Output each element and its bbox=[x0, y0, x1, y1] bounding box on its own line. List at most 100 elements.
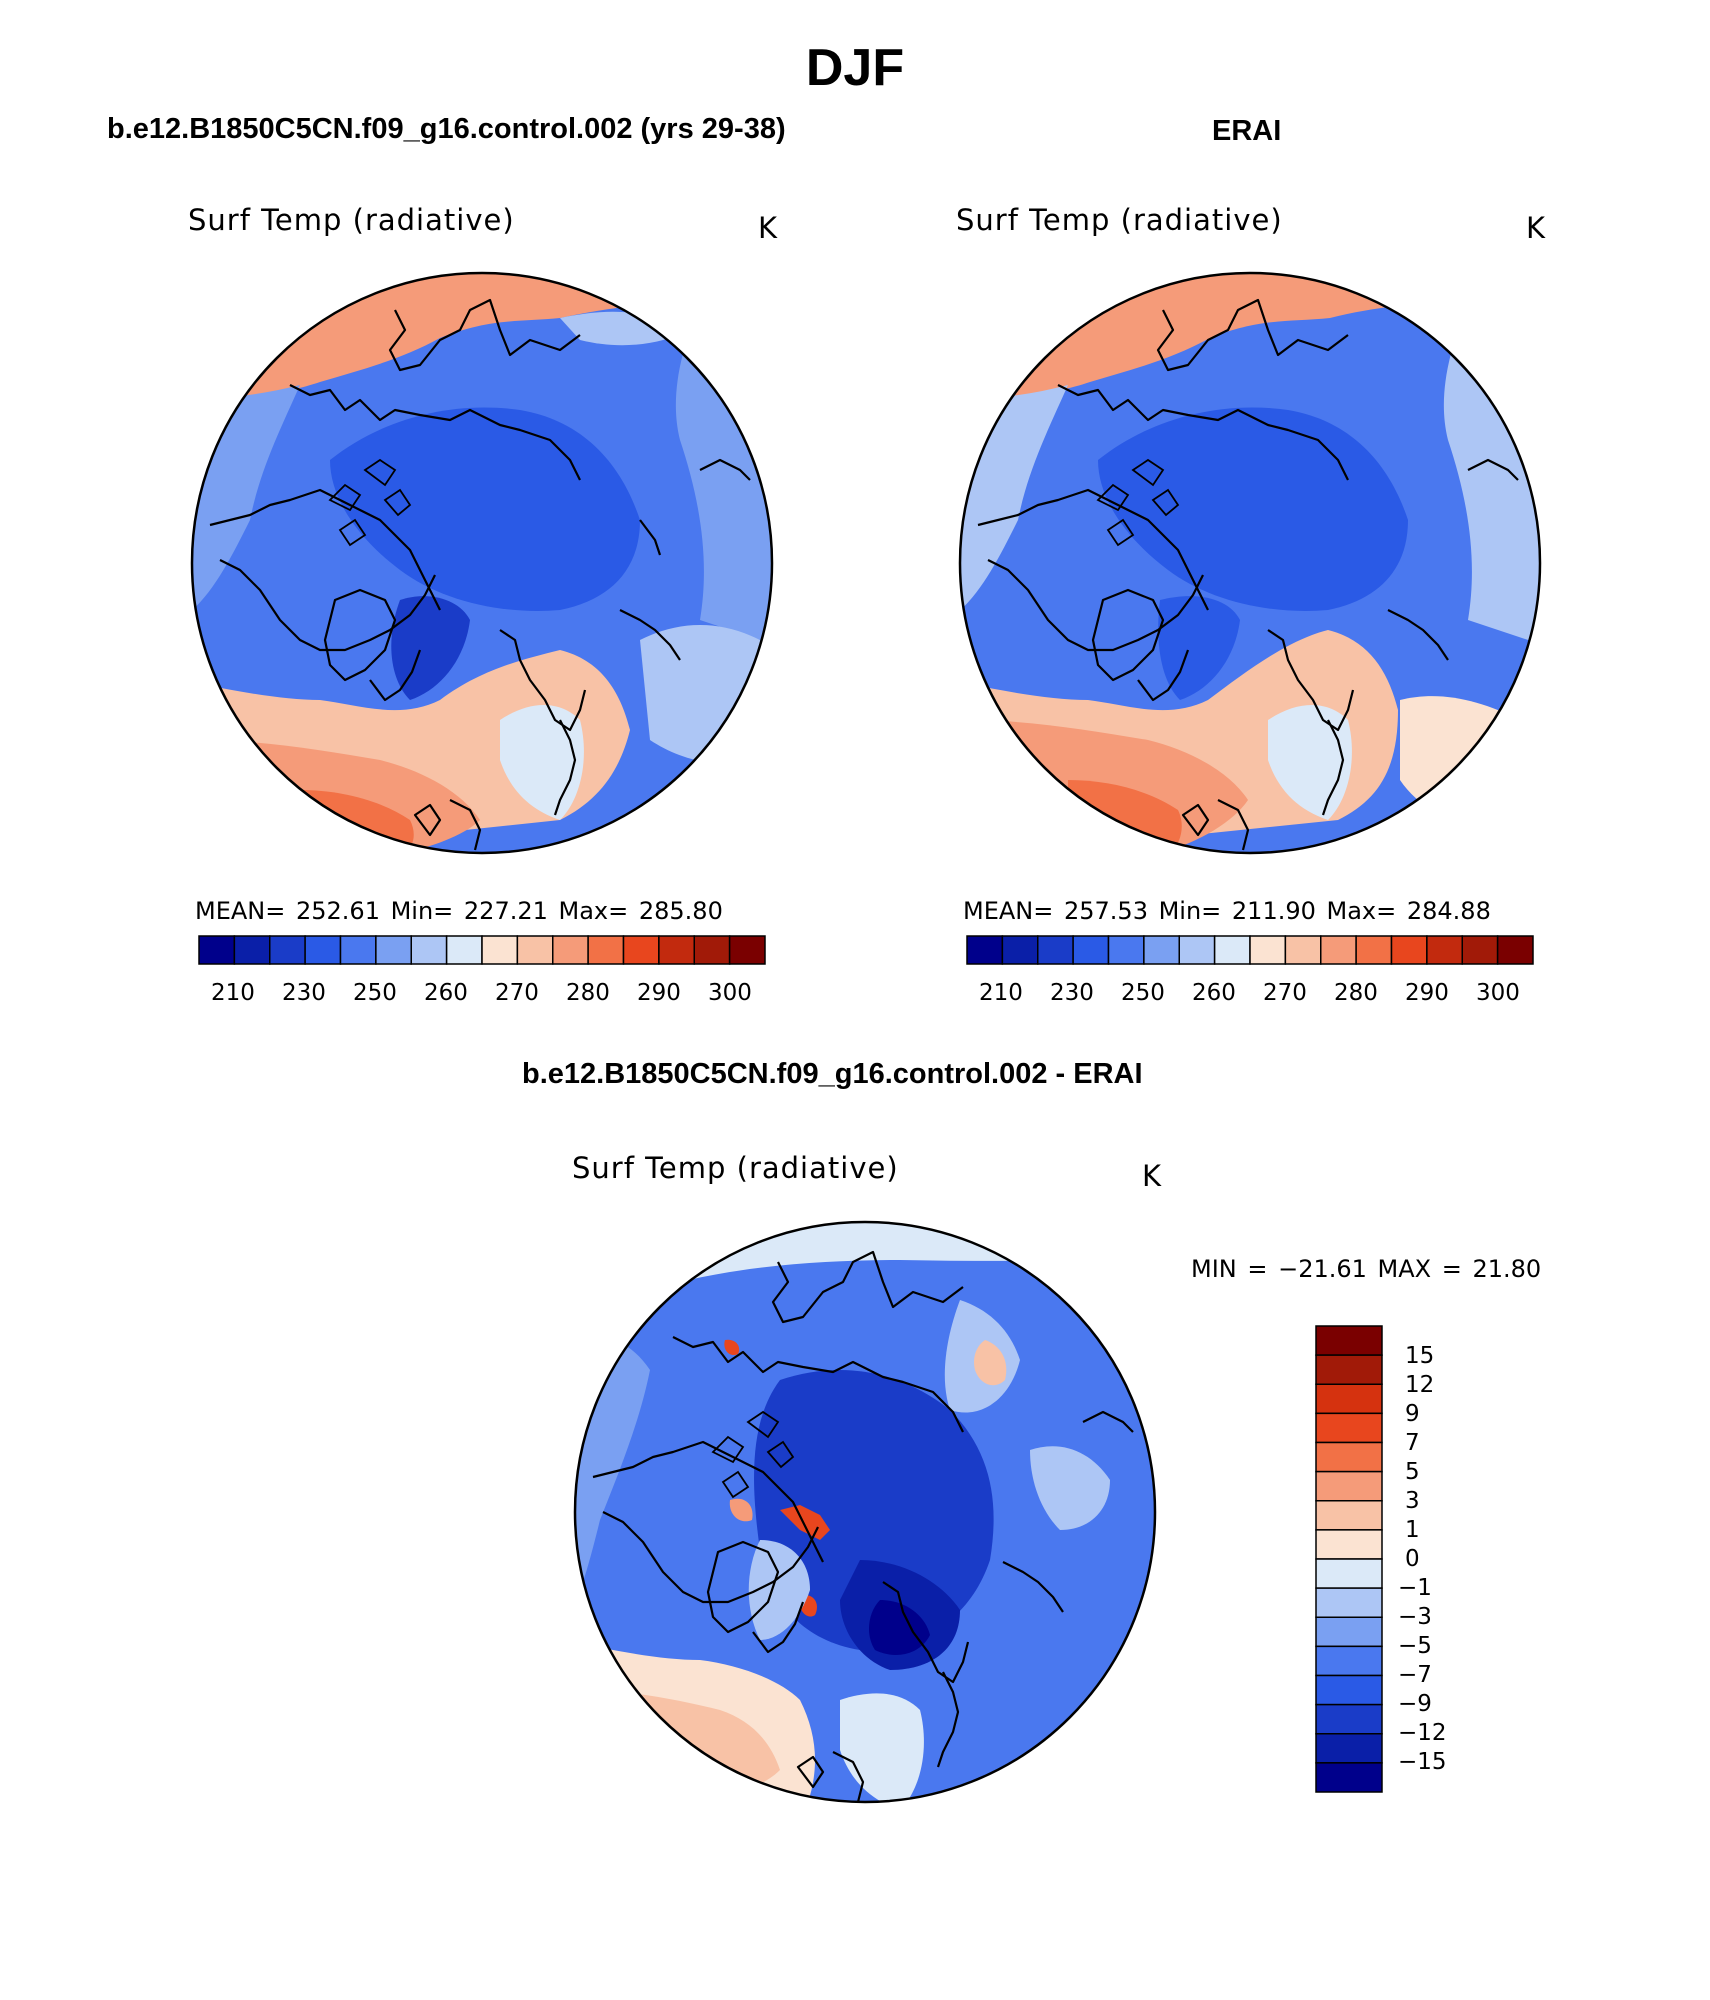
map-field-cold-central bbox=[1098, 407, 1408, 611]
panel2-units-label: K bbox=[1526, 211, 1546, 245]
panel3-colorbar-tick-label: 12 bbox=[1405, 1372, 1435, 1398]
panel1-colorbar-tick-label: 270 bbox=[495, 980, 539, 1006]
map-field-scandinavia-cool bbox=[1268, 705, 1352, 820]
colorbar-swatch bbox=[1284, 935, 1322, 965]
colorbar-swatch bbox=[1315, 1703, 1383, 1735]
colorbar-swatch bbox=[410, 935, 448, 965]
panel1-colorbar bbox=[198, 935, 766, 965]
figure-title: DJF bbox=[805, 39, 905, 97]
panel3-colorbar-tick-label: −7 bbox=[1398, 1662, 1432, 1688]
colorbar-swatch bbox=[693, 935, 731, 965]
colorbar-swatch bbox=[1315, 1616, 1383, 1648]
panel1-map bbox=[192, 273, 772, 853]
colorbar-swatch bbox=[1315, 1354, 1383, 1385]
map-field-cold-central bbox=[754, 1370, 994, 1650]
panel2-colorbar-tick-label: 230 bbox=[1050, 980, 1094, 1006]
panel2-colorbar-tick-label: 210 bbox=[979, 980, 1023, 1006]
colorbar-swatch bbox=[304, 935, 342, 965]
panel1-colorbar-tick-label: 300 bbox=[708, 980, 752, 1006]
panel3-colorbar bbox=[1315, 1325, 1383, 1793]
panel3-title: b.e12.B1850C5CN.f09_g16.control.002 - ER… bbox=[522, 1058, 1143, 1090]
colorbar-swatch bbox=[1213, 935, 1251, 965]
colorbar-swatch bbox=[375, 935, 412, 965]
panel2-colorbar-tick-label: 290 bbox=[1405, 980, 1449, 1006]
colorbar-swatch bbox=[728, 935, 766, 965]
colorbar-swatch bbox=[1461, 935, 1499, 965]
panel1-colorbar-tick-label: 250 bbox=[353, 980, 397, 1006]
panel2-colorbar-tick-label: 260 bbox=[1192, 980, 1236, 1006]
colorbar-swatch bbox=[1315, 1529, 1383, 1560]
map-field-arctic-islands bbox=[1096, 458, 1180, 547]
colorbar-swatch bbox=[1315, 1674, 1383, 1706]
colorbar-swatch bbox=[1315, 1383, 1383, 1415]
panel3-variable-label: Surf Temp (radiative) bbox=[572, 1151, 899, 1185]
colorbar-swatch bbox=[1426, 935, 1463, 965]
colorbar-swatch bbox=[1315, 1558, 1383, 1589]
colorbar-swatch bbox=[587, 935, 625, 965]
map-field-arctic-islands bbox=[328, 458, 412, 547]
panel3-map-border bbox=[573, 1220, 1157, 1804]
panel1-colorbar-tick-label: 290 bbox=[637, 980, 681, 1006]
colorbar-swatch bbox=[1315, 1645, 1383, 1677]
map-field-arctic-islands bbox=[711, 1410, 795, 1499]
panel3-colorbar-tick-label: −12 bbox=[1398, 1720, 1447, 1746]
colorbar-swatch bbox=[552, 935, 589, 965]
panel2-stats: MEAN= 257.53 Min= 211.90 Max= 284.88 bbox=[963, 897, 1491, 925]
map-field-siberia-warm bbox=[1400, 696, 1524, 830]
panel3-colorbar-tick-label: −1 bbox=[1398, 1575, 1432, 1601]
colorbar-swatch bbox=[339, 935, 377, 965]
panel3-stats: MIN = −21.61 MAX = 21.80 bbox=[1191, 1255, 1542, 1283]
colorbar-swatch bbox=[1072, 935, 1110, 965]
colorbar-swatch bbox=[269, 935, 306, 965]
colorbar-swatch bbox=[1355, 935, 1393, 965]
colorbar-swatch bbox=[1496, 935, 1534, 965]
panel1-map-border bbox=[190, 271, 774, 855]
colorbar-swatch bbox=[1315, 1470, 1383, 1502]
colorbar-swatch bbox=[1037, 935, 1074, 965]
map-field-coldest-core bbox=[868, 1600, 930, 1655]
colorbar-swatch bbox=[1315, 1441, 1383, 1473]
map-field-scandinavia-cool bbox=[500, 705, 584, 820]
map-coastlines bbox=[209, 298, 751, 851]
colorbar-swatch bbox=[1315, 1500, 1383, 1531]
panel1-colorbar-tick-label: 230 bbox=[282, 980, 326, 1006]
panel2-colorbar-tick-label: 270 bbox=[1263, 980, 1307, 1006]
map-field-cold-central bbox=[330, 407, 640, 611]
panel3-colorbar-tick-label: 15 bbox=[1405, 1343, 1435, 1369]
panel1-variable-label: Surf Temp (radiative) bbox=[188, 203, 515, 237]
colorbar-swatch bbox=[1315, 1762, 1383, 1793]
colorbar-swatch bbox=[1143, 935, 1180, 965]
map-field-siberia-warm-patch bbox=[974, 1340, 1007, 1386]
map-coastlines bbox=[977, 298, 1519, 851]
panel2-map-border bbox=[958, 271, 1542, 855]
colorbar-swatch bbox=[198, 935, 236, 965]
panel1-stats: MEAN= 252.61 Min= 227.21 Max= 285.80 bbox=[195, 897, 723, 925]
panel3-colorbar-tick-label: −15 bbox=[1398, 1749, 1447, 1775]
panel1-colorbar-tick-label: 210 bbox=[211, 980, 255, 1006]
map-field-cool-ring-right bbox=[675, 330, 772, 650]
colorbar-swatch bbox=[1315, 1733, 1383, 1764]
colorbar-swatch bbox=[233, 935, 271, 965]
panel2-colorbar bbox=[966, 935, 1534, 965]
colorbar-swatch bbox=[1249, 935, 1287, 965]
colorbar-swatch bbox=[966, 935, 1004, 965]
map-field-hudson-warm bbox=[729, 1498, 753, 1522]
colorbar-swatch bbox=[445, 935, 483, 965]
colorbar-swatch bbox=[1001, 935, 1039, 965]
panel2-title: ERAI bbox=[1212, 115, 1282, 147]
colorbar-swatch bbox=[481, 935, 519, 965]
panel3-map bbox=[575, 1222, 1155, 1802]
colorbar-swatch bbox=[1315, 1412, 1383, 1444]
panel3-colorbar-tick-label: 0 bbox=[1405, 1546, 1420, 1572]
panel3-colorbar-tick-label: 1 bbox=[1405, 1517, 1420, 1543]
panel3-colorbar-tick-label: 9 bbox=[1405, 1401, 1420, 1427]
colorbar-swatch bbox=[1107, 935, 1145, 965]
panel1-colorbar-tick-label: 260 bbox=[424, 980, 468, 1006]
panel3-colorbar-tick-label: −9 bbox=[1398, 1691, 1432, 1717]
panel3-colorbar-tick-label: 5 bbox=[1405, 1459, 1420, 1485]
map-field-pacific-warm-spot bbox=[724, 1339, 740, 1356]
colorbar-swatch bbox=[516, 935, 554, 965]
panel3-colorbar-tick-label: 3 bbox=[1405, 1488, 1420, 1514]
map-field-scandinavia-near-zero bbox=[840, 1693, 924, 1802]
